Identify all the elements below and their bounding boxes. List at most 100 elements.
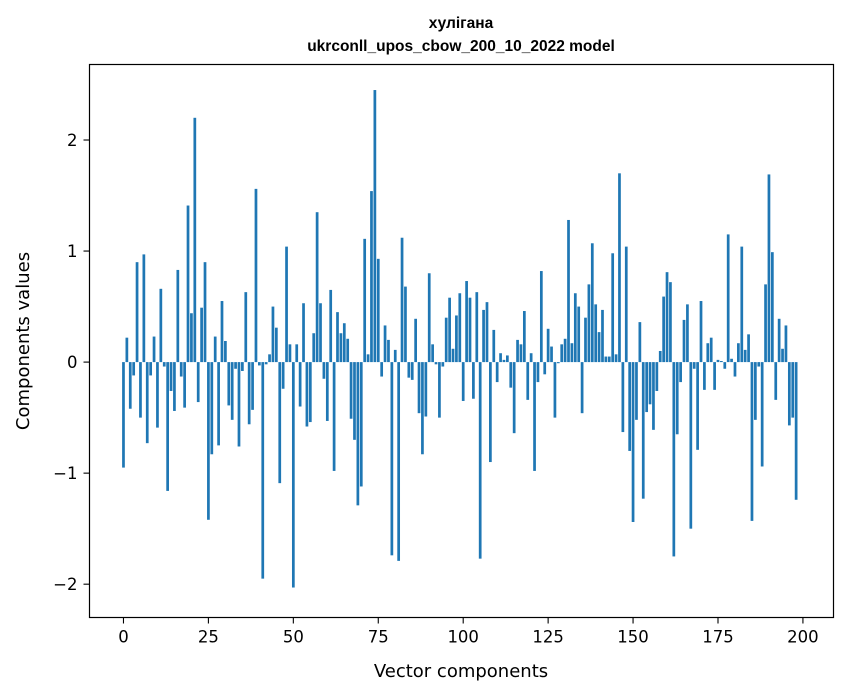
- bar: [747, 334, 750, 363]
- bar: [631, 362, 635, 522]
- y-tick-label: 2: [67, 131, 78, 150]
- bar: [278, 362, 282, 484]
- bar: [641, 362, 645, 499]
- bar: [329, 289, 333, 363]
- bar: [230, 362, 234, 420]
- x-axis-label: Vector components: [374, 661, 548, 682]
- bar: [135, 262, 139, 363]
- bar: [502, 359, 506, 363]
- bar: [261, 362, 265, 579]
- bar: [312, 333, 316, 363]
- bar: [590, 243, 594, 363]
- bar: [438, 362, 441, 418]
- bar: [516, 339, 519, 363]
- bar: [176, 269, 180, 363]
- bar: [726, 234, 730, 363]
- bar: [251, 362, 254, 410]
- x-tick-label: 125: [532, 628, 564, 647]
- bar: [679, 362, 682, 383]
- bar: [359, 362, 363, 487]
- chart-title: хулігана: [429, 15, 494, 32]
- bar: [533, 362, 536, 471]
- bar: [784, 325, 788, 363]
- bar: [241, 362, 244, 371]
- bar-series: [122, 90, 798, 588]
- bar: [506, 355, 509, 363]
- bar: [672, 362, 676, 557]
- bar: [495, 362, 499, 383]
- bar: [200, 307, 203, 363]
- bar: [441, 362, 445, 367]
- x-tick-label: 50: [283, 628, 304, 647]
- bar: [461, 362, 465, 401]
- bar: [468, 297, 472, 363]
- bar: [244, 292, 248, 363]
- x-tick-label: 200: [787, 628, 819, 647]
- bar: [723, 362, 727, 369]
- bar: [577, 306, 581, 363]
- bar: [122, 362, 125, 468]
- bar: [220, 301, 224, 363]
- bar: [387, 339, 390, 363]
- bar: [455, 315, 458, 363]
- bar: [400, 237, 404, 363]
- bar: [475, 292, 479, 363]
- bar: [601, 309, 604, 363]
- y-tick-label: 0: [67, 353, 78, 372]
- bar: [509, 362, 513, 388]
- bar: [638, 322, 642, 363]
- x-tick-label: 150: [617, 628, 649, 647]
- bar: [624, 246, 628, 363]
- chart-subtitle: ukrconll_upos_cbow_200_10_2022 model: [307, 38, 615, 55]
- bar: [159, 288, 163, 363]
- bar: [319, 303, 322, 363]
- bar: [434, 362, 438, 365]
- bar: [628, 362, 632, 451]
- x-tick-label: 0: [118, 628, 129, 647]
- bar: [645, 362, 649, 413]
- bar: [777, 318, 781, 363]
- bar: [370, 191, 373, 363]
- bar: [339, 333, 343, 363]
- y-axis-label: Components values: [13, 252, 34, 430]
- bar: [336, 312, 339, 363]
- bar: [512, 362, 516, 434]
- bar: [183, 362, 186, 408]
- bar: [295, 344, 299, 363]
- bar: [662, 296, 665, 363]
- bar: [648, 362, 652, 405]
- bar: [258, 362, 261, 366]
- bar: [760, 362, 764, 467]
- bar: [655, 362, 659, 391]
- bar: [234, 362, 237, 369]
- y-tick-label: −2: [53, 575, 77, 594]
- bar: [567, 219, 570, 363]
- bar: [288, 344, 292, 363]
- bar: [597, 332, 601, 363]
- bar: [499, 353, 502, 363]
- bar: [414, 318, 417, 363]
- bar: [652, 362, 655, 430]
- bar: [587, 284, 591, 363]
- bar: [594, 304, 598, 363]
- bar: [410, 362, 414, 380]
- bar: [281, 362, 285, 389]
- bar: [363, 238, 367, 363]
- bar: [543, 362, 547, 375]
- bar: [767, 174, 771, 363]
- bar: [353, 362, 356, 440]
- bar: [332, 362, 336, 471]
- bar: [427, 273, 431, 363]
- bar: [465, 281, 468, 363]
- bar: [247, 362, 251, 425]
- bar: [791, 362, 795, 418]
- bar: [584, 317, 587, 363]
- x-axis-ticks: 0 25 50 75 100 125 150 175 200: [118, 617, 819, 647]
- y-axis-ticks: −2 −1 0 1 2: [53, 131, 90, 594]
- x-tick-label: 75: [368, 628, 389, 647]
- bar: [305, 362, 309, 427]
- bar: [658, 350, 662, 363]
- bar: [546, 328, 550, 363]
- bar: [210, 362, 214, 455]
